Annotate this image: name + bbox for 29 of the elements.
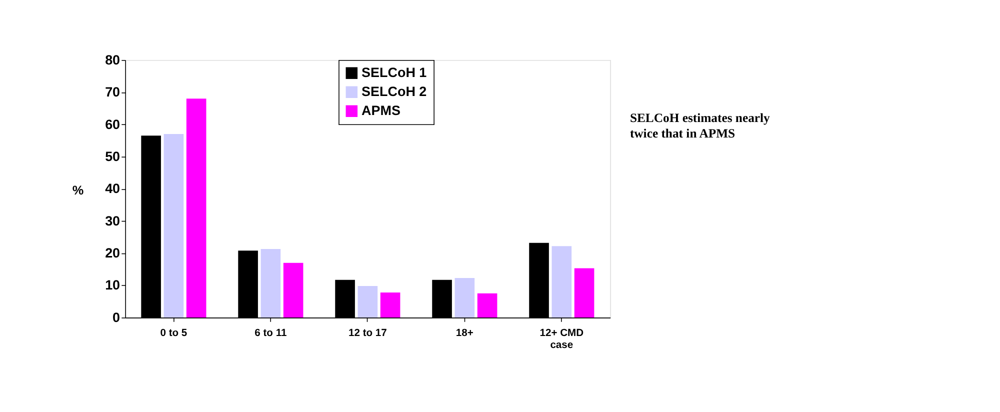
x-tick-label: 18+	[456, 328, 474, 340]
text: SELCoH estimates nearly twice that in APMS	[630, 110, 771, 141]
x-tick-label: 12 to 17	[348, 328, 388, 340]
y-tick-label: 10	[105, 278, 120, 293]
legend-label: APMS	[362, 103, 400, 118]
legend-label: SELCoH 2	[362, 84, 427, 100]
bar	[454, 278, 475, 318]
y-tick-label: 0	[112, 310, 120, 325]
bar	[164, 134, 184, 318]
bar	[186, 98, 206, 318]
legend-label: SELCoH 1	[362, 65, 428, 80]
y-tick-label: 80	[105, 52, 120, 68]
y-tick-label: 70	[105, 84, 120, 100]
y-tick-label: 30	[105, 213, 120, 228]
bar	[552, 246, 572, 318]
bar	[260, 248, 281, 318]
bar	[477, 293, 498, 318]
bar	[283, 262, 304, 318]
x-tick-label: 12+ CMD case	[540, 328, 584, 352]
x-tick-label: 6 to 11	[254, 328, 287, 340]
y-tick-label: 20	[105, 246, 120, 261]
y-tick-label: 40	[105, 181, 120, 196]
x-tick-label: 0 to 5	[160, 328, 188, 340]
y-axis-title: %	[72, 184, 84, 198]
bar	[358, 286, 378, 318]
y-tick-label: 60	[105, 116, 120, 132]
y-tick-label: 50	[105, 148, 120, 164]
bar	[574, 268, 594, 318]
bar	[380, 292, 400, 318]
